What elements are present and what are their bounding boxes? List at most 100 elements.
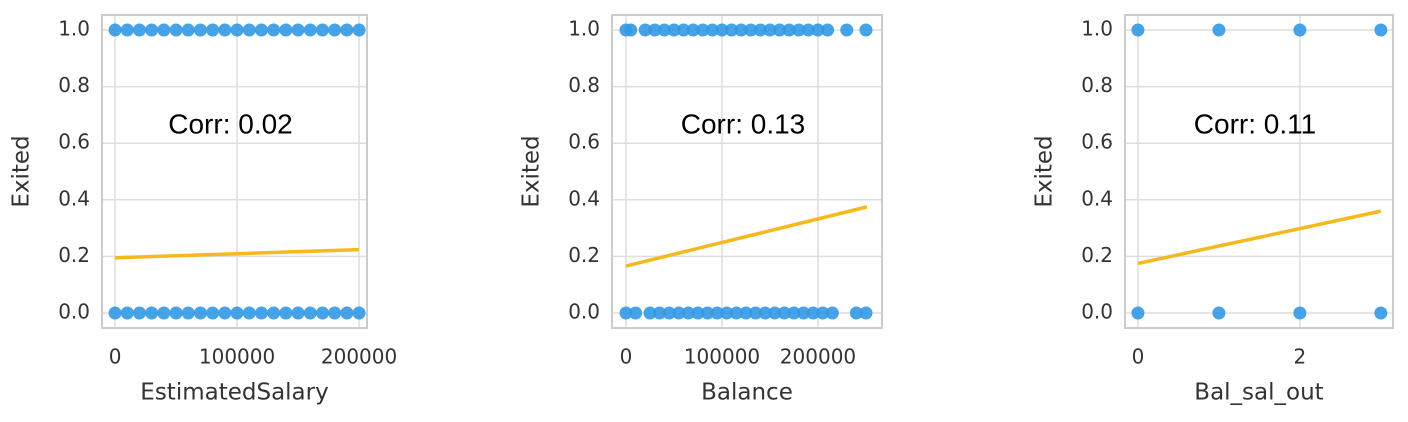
annotation: Corr: 0.13 <box>681 108 806 139</box>
point <box>132 23 146 37</box>
y-axis-label: Exited <box>519 135 545 207</box>
fit-line <box>114 247 360 260</box>
point <box>108 306 122 320</box>
fit-line <box>1137 209 1382 266</box>
x-tick-label: 0 <box>620 345 633 369</box>
y-tick-label: 0.6 <box>58 130 90 154</box>
point <box>291 23 305 37</box>
point <box>169 306 183 320</box>
point <box>340 23 354 37</box>
point <box>681 306 695 320</box>
point <box>352 23 366 37</box>
y-tick-label: 0.4 <box>58 186 90 210</box>
point <box>768 306 782 320</box>
y-tick-label: 0.2 <box>568 243 600 267</box>
point <box>291 306 305 320</box>
point <box>157 23 171 37</box>
point <box>720 306 734 320</box>
x-axis-label: Bal_sal_out <box>1194 380 1323 406</box>
y-tick-label: 1.0 <box>58 16 90 40</box>
x-tick-label: 100000 <box>684 345 760 369</box>
point <box>1212 306 1226 320</box>
point <box>193 23 207 37</box>
point <box>230 306 244 320</box>
fit-line <box>625 205 868 268</box>
point <box>206 306 220 320</box>
point <box>657 23 671 37</box>
point <box>782 23 796 37</box>
point <box>801 23 815 37</box>
point <box>254 23 268 37</box>
point <box>108 23 122 37</box>
point <box>315 306 329 320</box>
point <box>132 306 146 320</box>
point <box>120 306 134 320</box>
point <box>763 23 777 37</box>
x-tick-label: 0 <box>109 345 122 369</box>
point <box>777 306 791 320</box>
y-tick-label: 1.0 <box>568 16 600 40</box>
point <box>686 23 700 37</box>
point <box>729 306 743 320</box>
point <box>315 23 329 37</box>
point <box>279 306 293 320</box>
point <box>303 23 317 37</box>
x-axis-label: Balance <box>701 380 793 406</box>
point <box>792 23 806 37</box>
point <box>696 23 710 37</box>
point <box>619 306 633 320</box>
point <box>242 23 256 37</box>
point <box>181 306 195 320</box>
point <box>624 23 638 37</box>
point <box>1131 306 1145 320</box>
point <box>242 306 256 320</box>
x-axis-label: EstimatedSalary <box>140 380 328 406</box>
point <box>758 306 772 320</box>
y-tick-label: 0.0 <box>568 300 600 324</box>
point <box>691 306 705 320</box>
x-tick-label: 2 <box>1294 345 1307 369</box>
point <box>753 23 767 37</box>
point <box>653 306 667 320</box>
point <box>1293 23 1307 37</box>
y-tick-label: 0.8 <box>568 73 600 97</box>
point <box>1293 306 1307 320</box>
point <box>773 23 787 37</box>
point <box>662 306 676 320</box>
point <box>744 23 758 37</box>
point <box>1131 23 1145 37</box>
point <box>279 23 293 37</box>
y-tick-label: 0.0 <box>58 300 90 324</box>
y-tick-label: 0.6 <box>568 130 600 154</box>
point <box>352 306 366 320</box>
point <box>328 306 342 320</box>
point <box>267 23 281 37</box>
point <box>749 306 763 320</box>
point <box>840 23 854 37</box>
point <box>193 306 207 320</box>
y-tick-label: 0.6 <box>1081 130 1113 154</box>
y-tick-label: 1.0 <box>1081 16 1113 40</box>
point <box>787 306 801 320</box>
point <box>715 23 729 37</box>
point <box>705 23 719 37</box>
point <box>648 23 662 37</box>
point <box>859 306 873 320</box>
point <box>797 306 811 320</box>
point <box>734 23 748 37</box>
point <box>218 23 232 37</box>
point <box>701 306 715 320</box>
point <box>169 23 183 37</box>
plot-frame <box>611 14 883 329</box>
y-tick-label: 0.0 <box>1081 300 1113 324</box>
point <box>821 23 835 37</box>
point <box>725 23 739 37</box>
point <box>806 306 820 320</box>
point <box>145 23 159 37</box>
y-axis-label: Exited <box>1032 135 1058 207</box>
point <box>120 23 134 37</box>
point <box>811 23 825 37</box>
point <box>1374 23 1388 37</box>
y-tick-label: 0.4 <box>568 186 600 210</box>
point <box>816 306 830 320</box>
